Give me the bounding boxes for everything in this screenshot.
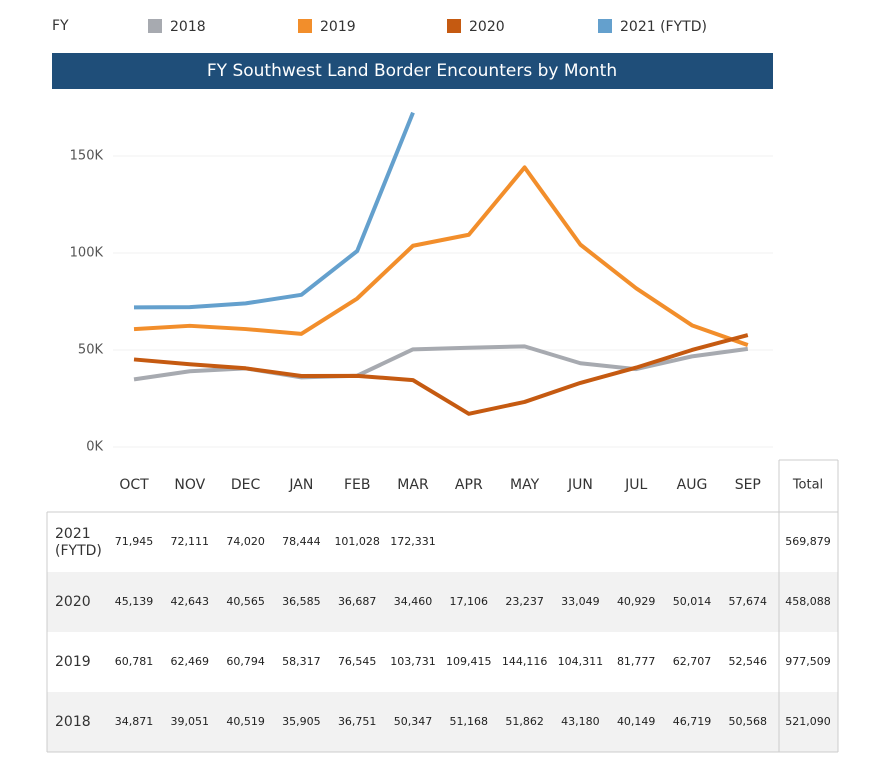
table-cell: 74,020: [226, 535, 265, 548]
table-cell: 46,719: [673, 715, 712, 728]
row-label: 2020: [55, 594, 91, 610]
table-cell: 81,777: [617, 655, 656, 668]
table-cell: 50,347: [394, 715, 433, 728]
table-cell: 144,116: [502, 655, 548, 668]
x-tick-label: MAR: [397, 477, 429, 493]
table-cell: 58,317: [282, 655, 321, 668]
legend-label: 2020: [469, 19, 505, 35]
table-cell: 23,237: [505, 595, 544, 608]
x-tick-label: OCT: [119, 477, 149, 493]
row-band: [47, 572, 838, 632]
table-cell: 60,794: [226, 655, 265, 668]
table-cell: 62,707: [673, 655, 712, 668]
y-tick-label: 50K: [78, 343, 104, 358]
chart-title: FY Southwest Land Border Encounters by M…: [207, 61, 617, 81]
table-cell: 71,945: [115, 535, 154, 548]
table-cell: 35,905: [282, 715, 321, 728]
table-cell: 45,139: [115, 595, 154, 608]
x-tick-label: MAY: [510, 477, 540, 493]
table-cell: 51,168: [450, 715, 489, 728]
table-cell: 34,460: [394, 595, 433, 608]
table-cell: 33,049: [561, 595, 600, 608]
y-tick-label: 150K: [70, 149, 104, 164]
table-cell: 39,051: [171, 715, 210, 728]
y-tick-label: 100K: [70, 246, 104, 261]
y-tick-label: 0K: [86, 440, 103, 455]
table-cell: 40,929: [617, 595, 656, 608]
total-header: Total: [792, 478, 823, 493]
row-label: 2018: [55, 714, 91, 730]
legend-swatch: [598, 19, 612, 33]
table-cell: 36,585: [282, 595, 321, 608]
row-label-part: (FYTD): [55, 543, 102, 559]
table-cell: 101,028: [334, 535, 380, 548]
row-band: [47, 692, 838, 752]
table-cell: 36,687: [338, 595, 377, 608]
table-cell: 103,731: [390, 655, 436, 668]
legend-label: 2021 (FYTD): [620, 19, 707, 35]
table-cell: 40,519: [226, 715, 265, 728]
series-line: [133, 165, 749, 347]
title-bar: [52, 53, 773, 89]
table-cell: 43,180: [561, 715, 600, 728]
series-line: [133, 111, 415, 310]
x-tick-label: AUG: [677, 477, 708, 493]
row-label: 2021 (FYTD): [55, 526, 102, 559]
table-cell: 36,751: [338, 715, 377, 728]
legend-swatch: [148, 19, 162, 33]
table-cell: 51,862: [505, 715, 544, 728]
x-tick-label: SEP: [735, 477, 761, 493]
x-tick-label: DEC: [231, 477, 261, 493]
table-cell: 62,469: [171, 655, 210, 668]
table-total: 458,088: [785, 595, 831, 608]
legend-label: 2019: [320, 19, 356, 35]
series-line: [133, 333, 749, 416]
table-cell: 76,545: [338, 655, 377, 668]
row-label: 2019: [55, 654, 91, 670]
table-cell: 50,014: [673, 595, 712, 608]
table-cell: 17,106: [450, 595, 489, 608]
table-cell: 172,331: [390, 535, 436, 548]
table-cell: 60,781: [115, 655, 154, 668]
row-label-part: 2021: [55, 526, 91, 542]
x-tick-label: FEB: [344, 477, 371, 493]
table-total: 977,509: [785, 655, 831, 668]
legend-swatch: [447, 19, 461, 33]
x-tick-label: NOV: [174, 477, 205, 493]
legend-label: 2018: [170, 19, 206, 35]
table-cell: 57,674: [729, 595, 768, 608]
x-tick-label: JAN: [288, 477, 313, 493]
table-cell: 109,415: [446, 655, 492, 668]
x-tick-label: JUL: [624, 477, 647, 493]
x-tick-label: APR: [455, 477, 483, 493]
legend-title: FY: [52, 18, 69, 34]
table-cell: 52,546: [729, 655, 768, 668]
legend-swatch: [298, 19, 312, 33]
table-cell: 40,565: [226, 595, 265, 608]
table-cell: 50,568: [729, 715, 768, 728]
table-cell: 72,111: [171, 535, 210, 548]
table-cell: 42,643: [171, 595, 210, 608]
x-tick-label: JUN: [567, 477, 593, 493]
table-cell: 104,311: [558, 655, 604, 668]
table-total: 569,879: [785, 535, 831, 548]
table-cell: 78,444: [282, 535, 321, 548]
table-cell: 40,149: [617, 715, 656, 728]
table-total: 521,090: [785, 715, 831, 728]
table-cell: 34,871: [115, 715, 154, 728]
